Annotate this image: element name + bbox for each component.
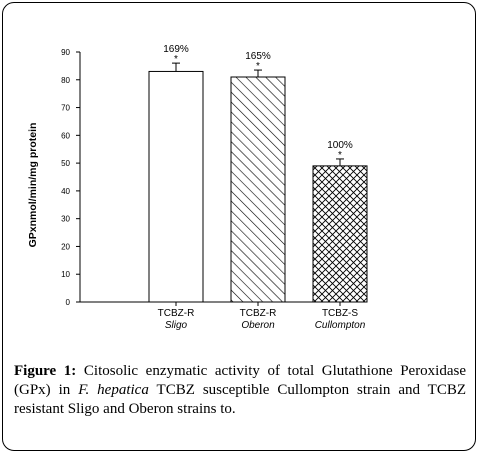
figure-caption: Figure 1: Citosolic enzymatic activity o… [14, 362, 466, 419]
caption-label: Figure 1: [14, 363, 77, 379]
y-tick-label: 80 [61, 76, 70, 85]
bar-percent-label: 165% [245, 51, 271, 62]
y-axis-ticks: 0 10 20 30 40 50 60 70 80 90 [61, 48, 80, 307]
bar-percent-label: 100% [327, 140, 353, 151]
y-tick-label: 70 [61, 104, 70, 113]
y-tick-label: 60 [61, 131, 70, 140]
y-tick-label: 90 [61, 48, 70, 57]
x-category-label: TCBZ-S [322, 308, 358, 319]
caption-text-after: TCBZ susceptible Cullompton strain and T… [14, 382, 466, 417]
x-category-sublabel: Cullompton [315, 320, 366, 331]
significance-marker: * [174, 54, 178, 65]
bar-percent-label: 169% [163, 44, 189, 55]
bar [312, 165, 368, 303]
significance-marker: * [256, 61, 260, 72]
caption-text-before: Citosolic enzymatic activity of total Gl… [14, 363, 467, 398]
bar [148, 70, 204, 303]
y-tick-label: 10 [61, 270, 70, 279]
y-axis-label: GPxnmol/min/mg protein [27, 123, 39, 248]
y-tick-label: 30 [61, 215, 70, 224]
y-tick-label: 0 [66, 298, 71, 307]
x-category-label: TCBZ-R [240, 308, 277, 319]
x-category-label: TCBZ-R [158, 308, 195, 319]
x-category-sublabel: Oberon [241, 320, 275, 331]
y-tick-label: 40 [61, 187, 70, 196]
bar [230, 76, 286, 303]
y-tick-label: 20 [61, 242, 70, 251]
x-category-sublabel: Sligo [165, 320, 188, 331]
y-tick-label: 50 [61, 159, 70, 168]
bars: *169%TCBZ-RSligo*165%TCBZ-ROberon*100%TC… [148, 44, 368, 331]
significance-marker: * [338, 150, 342, 161]
caption-species: F. hepatica [78, 382, 149, 398]
